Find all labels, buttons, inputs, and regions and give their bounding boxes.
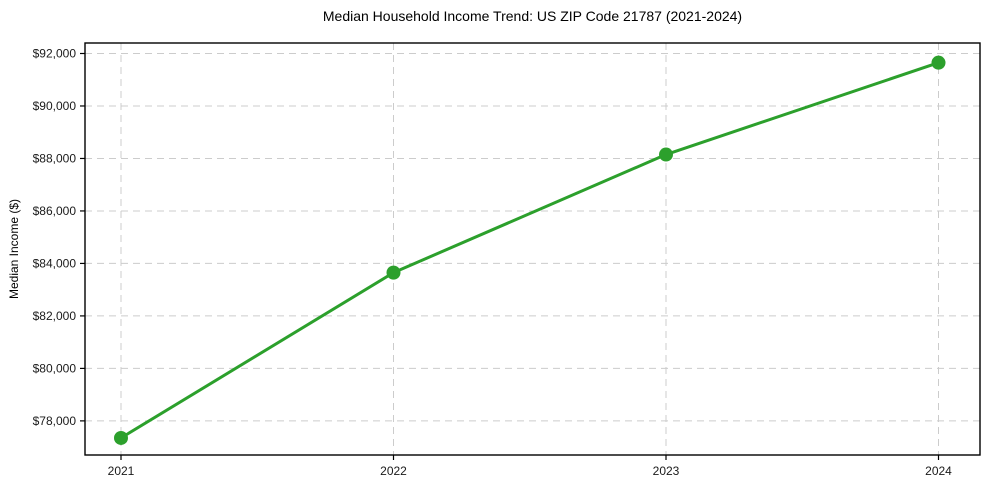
y-tick-label: $90,000 [33,99,77,113]
data-point-2024 [931,55,946,70]
data-point-2021 [114,430,128,445]
y-tick-label: $88,000 [33,151,77,165]
x-tick-label: 2023 [653,464,680,478]
x-tick-label: 2024 [925,464,952,478]
x-tick-label: 2022 [380,464,407,478]
chart-title: Median Household Income Trend: US ZIP Co… [322,8,743,24]
data-point-2023 [659,147,673,162]
trend-line [119,61,940,440]
y-tick-label: $78,000 [33,414,77,428]
y-tick-label: $84,000 [33,256,77,270]
plot-border [84,42,981,456]
x-tick-label: 2021 [108,464,135,478]
y-tick-label: $86,000 [33,204,77,218]
y-tick-label: $82,000 [33,309,77,323]
y-tick-label: $80,000 [33,361,77,375]
y-tick-label: $92,000 [33,46,77,60]
data-point-2022 [386,265,401,280]
